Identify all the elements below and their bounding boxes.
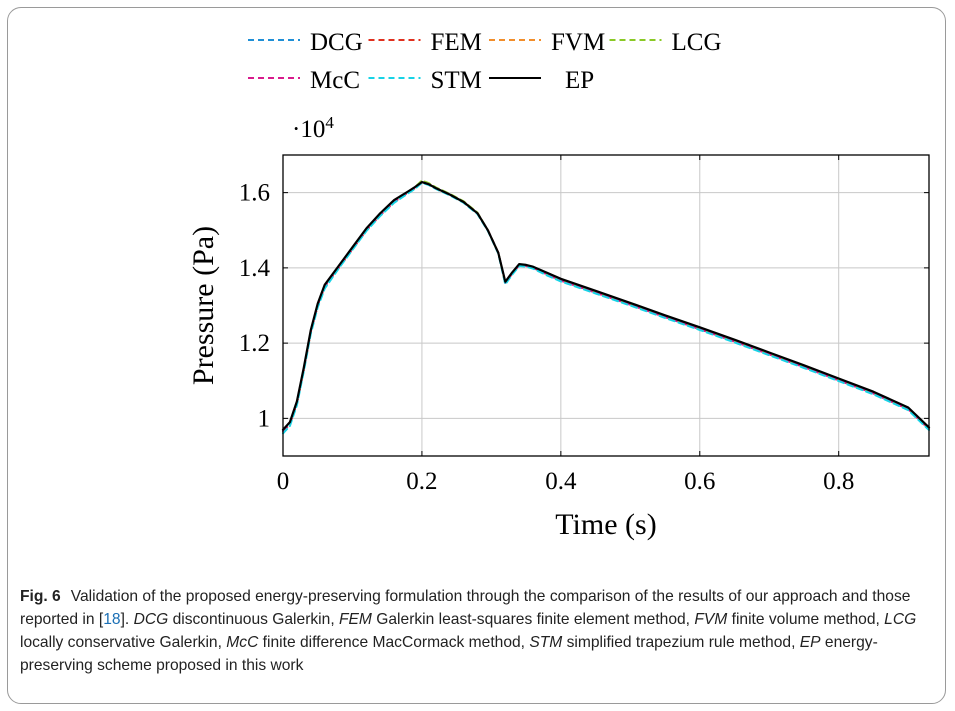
legend-label-stm: STM	[431, 67, 482, 94]
series-line-dcg	[282, 181, 930, 433]
legend-label-fvm: FVM	[551, 29, 605, 56]
y-axis-label: Pressure (Pa)	[187, 226, 220, 385]
legend-label-dcg: DCG	[310, 29, 363, 56]
caption-text: finite difference MacCormack method,	[258, 634, 530, 651]
caption-text: locally conservative Galerkin,	[20, 634, 227, 651]
series-line-fem	[282, 180, 930, 433]
caption-abbr: STM	[529, 634, 563, 651]
chart-grid	[282, 155, 929, 456]
caption-text: ].	[120, 611, 134, 628]
x-axis-label: Time (s)	[555, 508, 656, 541]
reference-link[interactable]: 18	[103, 611, 121, 628]
y-tick-label: 1.6	[239, 180, 270, 207]
caption-text: Galerkin least-squares finite element me…	[371, 611, 695, 628]
x-tick-label: 0.8	[823, 468, 854, 495]
series-line-stm	[282, 181, 930, 435]
caption-abbr: McC	[226, 634, 259, 651]
series-line-ep	[281, 181, 931, 431]
y-tick-label: 1	[258, 405, 271, 432]
series-line-mcc	[282, 181, 930, 433]
legend-label-fem: FEM	[431, 29, 482, 56]
plot-border	[282, 154, 930, 457]
caption-abbr: FVM	[694, 611, 728, 628]
series-line-fvm	[282, 180, 930, 433]
caption-text: energy-preserving scheme proposed in thi…	[20, 634, 878, 674]
y-axis-multiplier: ·104	[292, 113, 334, 143]
caption-text: discontinuous Galerkin,	[168, 611, 339, 628]
legend-label-mcc: McC	[310, 67, 360, 94]
y-tick-label: 1.4	[239, 255, 271, 282]
caption-abbr: LCG	[884, 611, 917, 628]
legend-label-ep: EP	[565, 67, 594, 94]
figure-caption: Fig. 6 Validation of the proposed energy-…	[20, 585, 932, 677]
caption-text: Validation of the proposed energy-preser…	[20, 588, 911, 628]
pressure-chart: DCG FEM FVM LCG McC STM EP 0 0.2 0.4 0.6 0.8 1 1.2 1.…	[187, 29, 931, 541]
caption-text: simplified trapezium rule method,	[562, 634, 800, 651]
caption-label: Fig. 6	[20, 588, 61, 605]
x-tick-label: 0.6	[684, 468, 715, 495]
legend-label-lcg: LCG	[672, 29, 722, 56]
y-tick-label: 1.2	[239, 330, 270, 357]
x-tick-label: 0.2	[406, 468, 437, 495]
chart-ticks: 0 0.2 0.4 0.6 0.8 1 1.2 1.4 1.6	[239, 155, 929, 495]
caption-abbr: EP	[799, 634, 821, 651]
x-tick-label: 0.4	[545, 468, 577, 495]
x-tick-label: 0	[277, 468, 290, 495]
chart-series	[281, 179, 931, 435]
caption-text: finite volume method,	[727, 611, 885, 628]
figure-frame	[7, 7, 946, 704]
series-line-lcg	[282, 179, 930, 433]
chart-legend: DCG FEM FVM LCG McC STM EP	[248, 29, 722, 94]
caption-abbr: FEM	[339, 611, 372, 628]
caption-abbr: DCG	[133, 611, 169, 628]
